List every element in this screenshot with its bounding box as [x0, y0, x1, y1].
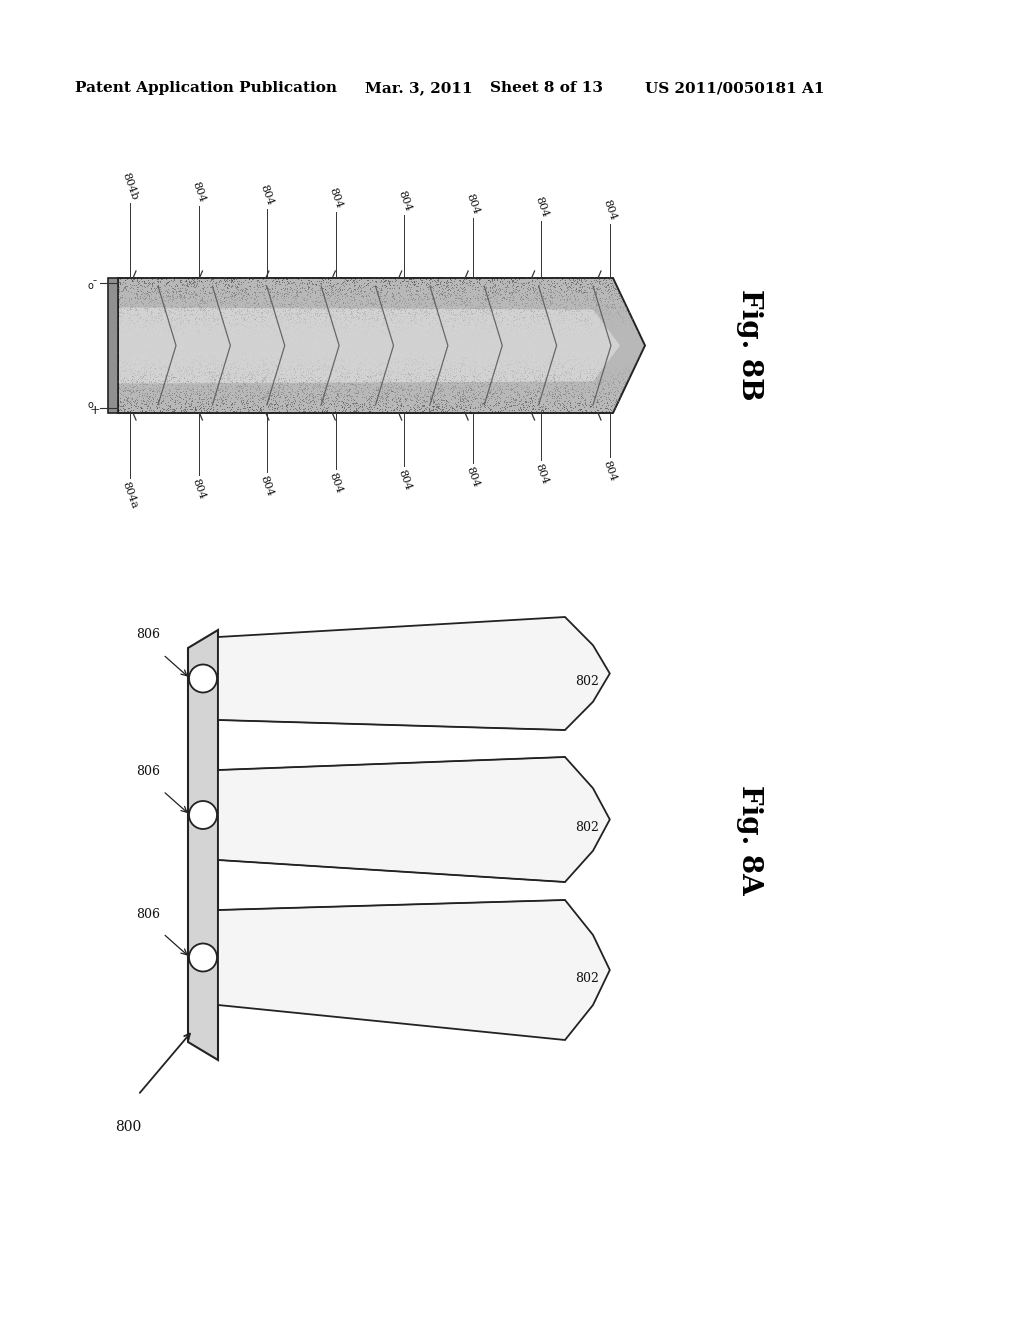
Text: Patent Application Publication: Patent Application Publication	[75, 81, 337, 95]
Text: Fig. 8B: Fig. 8B	[736, 289, 764, 401]
Text: 800: 800	[115, 1119, 141, 1134]
Circle shape	[189, 944, 217, 972]
Text: 804: 804	[190, 181, 207, 205]
Text: Mar. 3, 2011: Mar. 3, 2011	[365, 81, 473, 95]
Text: Sheet 8 of 13: Sheet 8 of 13	[490, 81, 603, 95]
Text: 804: 804	[465, 465, 481, 488]
Text: 802: 802	[575, 972, 599, 985]
Polygon shape	[188, 630, 218, 1060]
Text: 802: 802	[575, 675, 599, 688]
Polygon shape	[118, 279, 645, 413]
Text: 804: 804	[396, 190, 413, 213]
Text: 804: 804	[534, 462, 550, 486]
Text: +: +	[90, 404, 100, 417]
Text: Fig. 8A: Fig. 8A	[736, 785, 764, 895]
Text: 806: 806	[136, 908, 160, 920]
Text: 802: 802	[575, 821, 599, 834]
Text: 804: 804	[465, 193, 481, 216]
Text: 804: 804	[328, 186, 344, 210]
Text: 806: 806	[136, 766, 160, 777]
Text: 804: 804	[396, 469, 413, 491]
Text: -: -	[93, 275, 97, 288]
Text: 804: 804	[328, 471, 344, 495]
Polygon shape	[218, 756, 610, 882]
Polygon shape	[218, 900, 610, 1040]
Circle shape	[189, 664, 217, 693]
Text: o: o	[87, 400, 93, 411]
Polygon shape	[118, 308, 620, 384]
Text: o: o	[87, 281, 93, 290]
Text: 806: 806	[136, 628, 160, 642]
Text: 804: 804	[534, 195, 550, 219]
Polygon shape	[108, 279, 118, 413]
Text: 804: 804	[602, 198, 618, 222]
Text: 804: 804	[259, 474, 275, 498]
Text: US 2011/0050181 A1: US 2011/0050181 A1	[645, 81, 824, 95]
Text: 804a: 804a	[121, 480, 139, 510]
Circle shape	[189, 801, 217, 829]
Text: 804b: 804b	[121, 170, 139, 201]
Text: 804: 804	[602, 459, 618, 483]
Text: 804: 804	[259, 183, 275, 207]
Text: 804: 804	[190, 477, 207, 500]
Polygon shape	[218, 616, 610, 730]
